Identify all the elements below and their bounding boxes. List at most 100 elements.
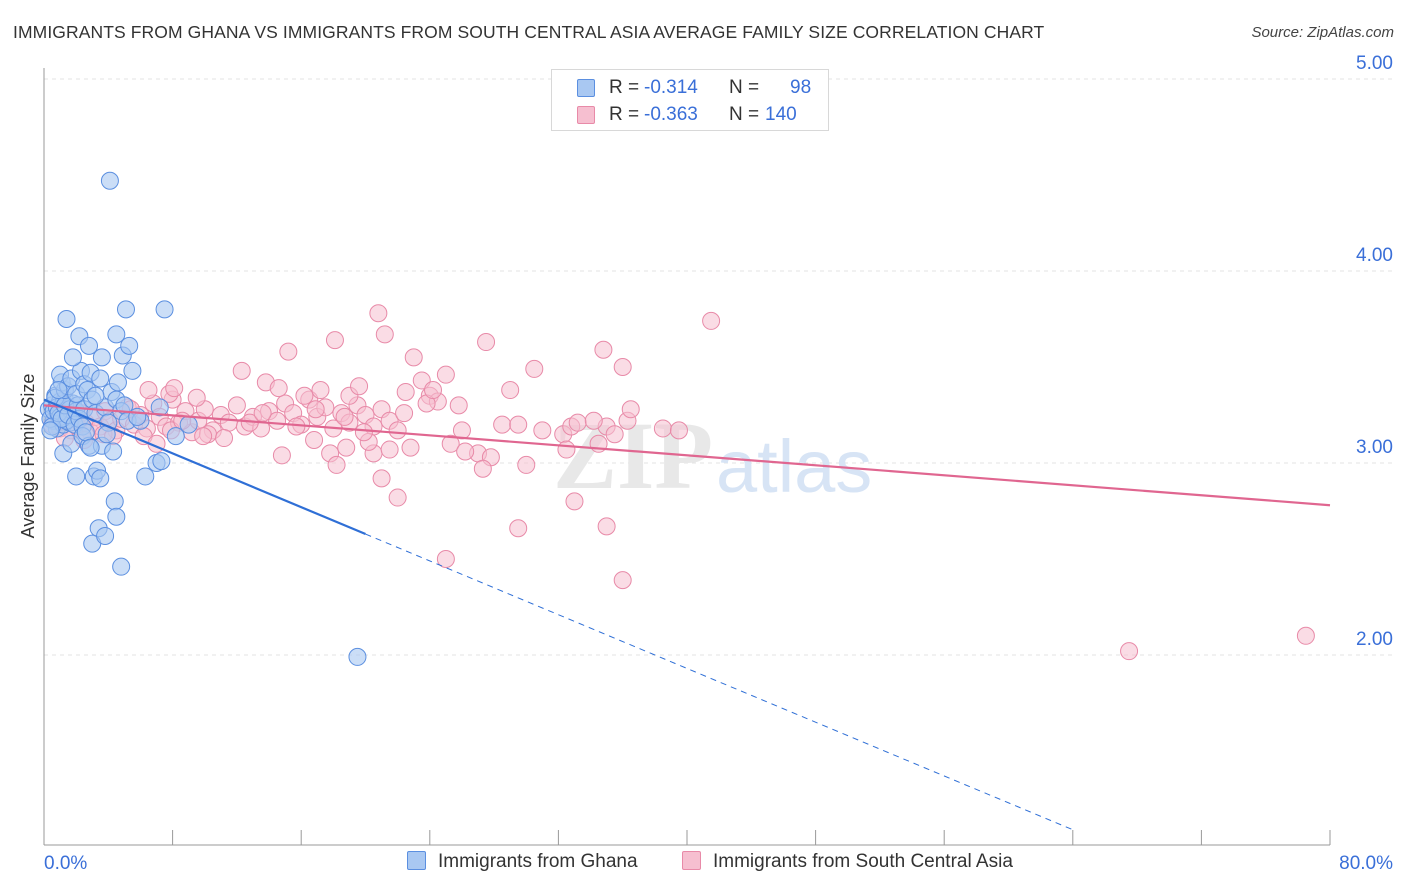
data-point-sca <box>269 379 288 398</box>
data-point-ghana <box>123 361 142 380</box>
data-point-sca <box>456 442 475 461</box>
legend-r-value-sca: -0.363 <box>644 104 698 125</box>
legend-r-label: R = <box>609 77 640 98</box>
data-point-sca <box>219 413 238 432</box>
bottom-legend-ghana: Immigrants from Ghana <box>407 851 638 873</box>
y-tick-labels: 2.00 3.00 4.00 5.00 <box>1356 53 1393 650</box>
data-point-sca <box>272 446 291 465</box>
data-point-sca <box>477 333 496 352</box>
data-point-ghana <box>91 469 110 488</box>
data-point-sca <box>350 377 369 396</box>
data-point-sca <box>653 419 672 438</box>
watermark-atlas: atlas <box>716 425 872 508</box>
data-point-ghana <box>107 507 126 526</box>
data-point-sca <box>369 304 388 323</box>
y-tick-label: 2.00 <box>1356 629 1393 650</box>
data-point-ghana <box>136 467 155 486</box>
data-point-ghana <box>166 427 185 446</box>
data-point-ghana <box>150 398 169 417</box>
data-point-sca <box>441 434 460 453</box>
data-point-ghana <box>96 526 115 545</box>
data-point-sca <box>501 381 520 400</box>
data-point-sca <box>597 517 616 536</box>
data-point-sca <box>375 325 394 344</box>
source-label: Source: ZipAtlas.com <box>1251 24 1394 41</box>
data-point-sca <box>436 550 455 568</box>
data-point-ghana <box>57 310 76 328</box>
data-point-sca <box>311 381 330 400</box>
y-axis-label: Average Family Size <box>18 374 38 539</box>
data-point-ghana <box>76 423 95 442</box>
x-tick-label-max: 80.0% <box>1339 853 1393 874</box>
data-point-ghana <box>105 492 124 511</box>
legend-row-sca: R = -0.363 N = 140 <box>552 102 828 128</box>
data-point-sca <box>372 469 391 488</box>
y-tick-label: 5.00 <box>1356 53 1393 74</box>
bottom-legend-swatch-sca <box>682 851 701 870</box>
data-point-sca <box>525 359 544 378</box>
data-point-sca <box>509 519 528 538</box>
legend-n-label: N = <box>729 104 760 125</box>
data-point-sca <box>380 440 399 459</box>
data-point-sca <box>509 415 528 434</box>
data-point-sca <box>1120 642 1139 661</box>
trend-line-ghana-extrapolated <box>365 533 1073 831</box>
data-point-sca <box>473 459 492 478</box>
data-point-sca <box>424 381 443 400</box>
data-point-sca <box>557 440 576 459</box>
x-tick-labels: 0.0% 80.0% <box>44 853 1393 874</box>
data-point-ghana <box>86 386 105 405</box>
bottom-legend-label-sca: Immigrants from South Central Asia <box>713 851 1013 872</box>
data-point-sca <box>401 438 420 457</box>
data-point-sca <box>295 386 314 405</box>
data-point-sca <box>354 423 373 442</box>
data-point-sca <box>335 407 354 426</box>
data-point-sca <box>613 358 632 376</box>
data-point-ghana <box>104 442 123 461</box>
data-point-ghana <box>80 336 99 355</box>
legend-r-value-ghana: -0.314 <box>644 77 698 98</box>
data-point-sca <box>253 404 272 423</box>
bottom-legend-swatch-ghana <box>407 851 426 870</box>
data-point-ghana <box>91 369 110 388</box>
data-point-ghana <box>107 325 126 344</box>
data-point-sca <box>568 413 587 432</box>
y-tick-label: 3.00 <box>1356 437 1393 458</box>
data-point-sca <box>337 438 356 457</box>
series-ghana-points <box>39 171 367 666</box>
data-point-sca <box>194 427 213 446</box>
data-point-sca <box>493 415 512 434</box>
data-point-sca <box>1296 626 1315 645</box>
data-point-ghana <box>81 438 100 457</box>
data-point-sca <box>594 340 613 359</box>
correlation-legend: R = -0.314 N = 98 R = -0.363 N = 140 <box>551 69 829 131</box>
data-point-sca <box>613 571 632 590</box>
data-point-sca <box>165 379 184 398</box>
data-point-sca <box>305 430 324 449</box>
legend-n-value-sca: 140 <box>765 104 797 125</box>
legend-n-value-ghana: 98 <box>790 77 812 98</box>
data-point-sca <box>395 404 414 423</box>
data-point-sca <box>388 488 407 507</box>
chart-title: IMMIGRANTS FROM GHANA VS IMMIGRANTS FROM… <box>13 22 1045 42</box>
legend-r-label: R = <box>609 104 640 125</box>
data-point-sca <box>702 311 721 330</box>
data-point-sca <box>404 348 423 367</box>
data-point-ghana <box>100 171 119 190</box>
data-point-sca <box>306 400 325 419</box>
data-point-sca <box>227 396 246 415</box>
data-point-sca <box>388 421 407 440</box>
bottom-legend-sca: Immigrants from South Central Asia <box>682 851 1013 873</box>
data-point-sca <box>436 365 455 384</box>
data-point-ghana <box>112 557 131 576</box>
y-tick-label: 4.00 <box>1356 245 1393 266</box>
data-point-ghana <box>67 467 86 486</box>
legend-n-label: N = <box>729 77 760 98</box>
data-point-sca <box>325 331 344 350</box>
legend-swatch-sca <box>577 106 595 124</box>
data-point-sca <box>187 388 206 407</box>
data-point-sca <box>215 429 234 448</box>
x-tick-label-min: 0.0% <box>44 853 87 874</box>
data-point-ghana <box>63 348 82 367</box>
